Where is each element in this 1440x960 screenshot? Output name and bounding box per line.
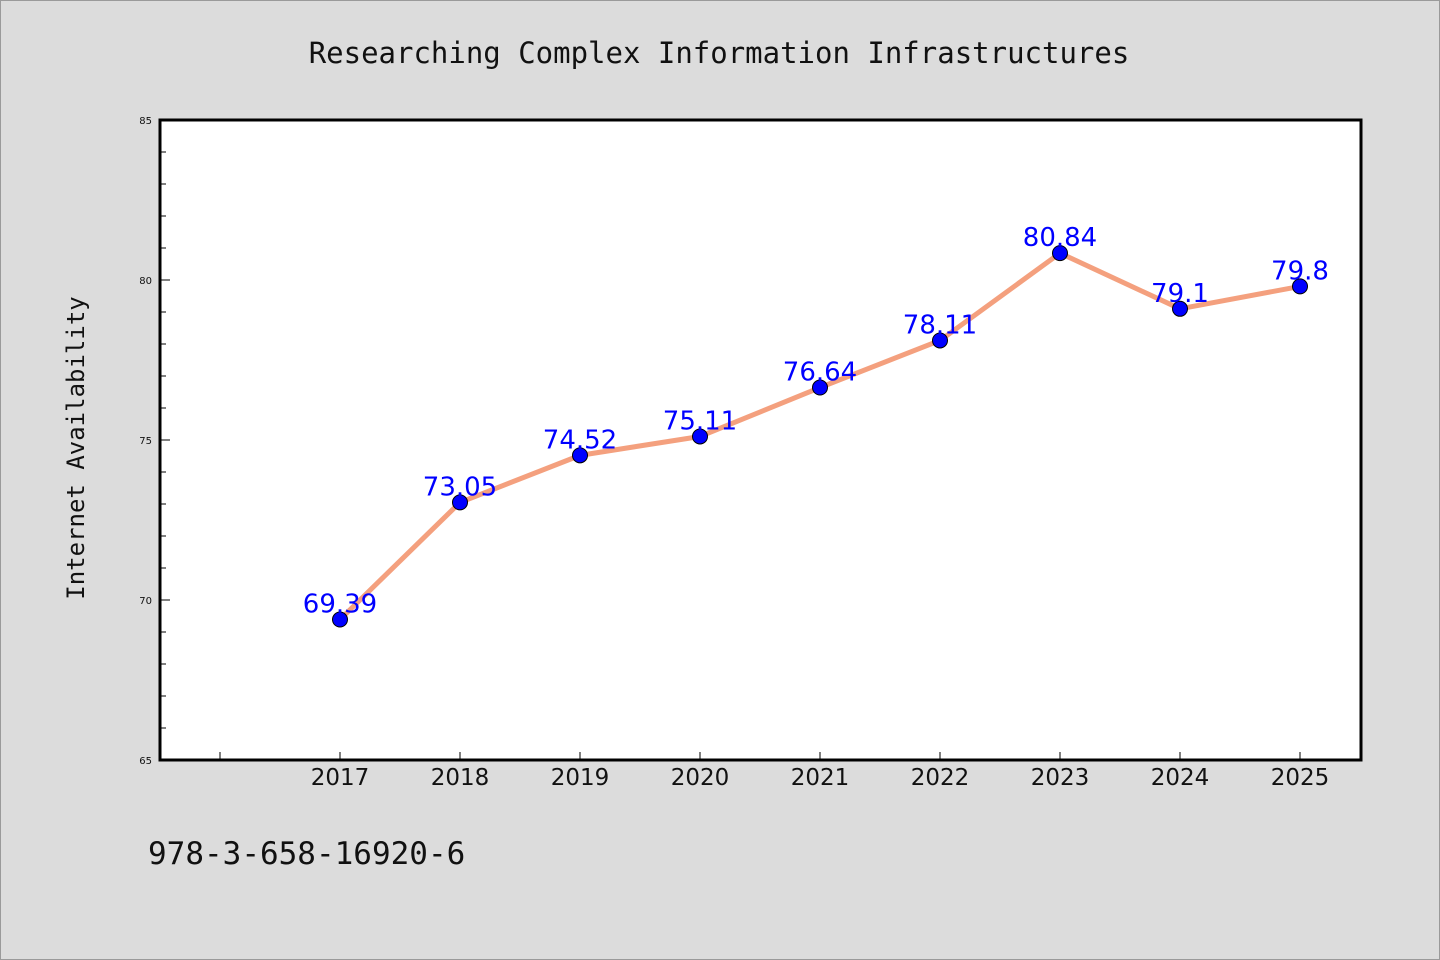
chart-title: Researching Complex Information Infrastr… bbox=[309, 36, 1130, 70]
x-tick-label: 2019 bbox=[551, 765, 610, 791]
y-tick-label: 80 bbox=[139, 276, 152, 287]
x-tick-label: 2022 bbox=[911, 765, 970, 791]
data-point-marker bbox=[1292, 278, 1308, 295]
data-point-marker bbox=[692, 428, 708, 445]
x-tick-label: 2025 bbox=[1271, 765, 1330, 791]
data-label: 74.52 bbox=[543, 425, 617, 455]
data-point-marker bbox=[572, 447, 588, 464]
data-point-marker bbox=[932, 332, 948, 349]
x-tick-label: 2018 bbox=[431, 765, 490, 791]
data-label: 75.11 bbox=[663, 406, 737, 436]
data-label: 73.05 bbox=[423, 472, 497, 502]
data-label-layer: 69.39 73.05 74.52 75.11 76.64 78.11 80.84 79.1 7… bbox=[303, 223, 1329, 619]
y-tick-label: 70 bbox=[139, 596, 152, 607]
data-label: 78.11 bbox=[903, 310, 977, 340]
y-axis-label: Internet Availability bbox=[62, 296, 90, 599]
x-tick-label: 2024 bbox=[1151, 765, 1210, 791]
data-point-marker bbox=[812, 379, 828, 396]
data-point-marker bbox=[1052, 245, 1068, 262]
data-label: 79.1 bbox=[1151, 279, 1209, 309]
x-tick-label: 2020 bbox=[671, 765, 730, 791]
plot-area bbox=[158, 118, 1363, 762]
x-tick-label: 2023 bbox=[1031, 765, 1090, 791]
isbn-text: 978-3-658-16920-6 bbox=[148, 836, 465, 872]
data-point-marker bbox=[1172, 300, 1188, 317]
marker-layer bbox=[332, 245, 1308, 628]
y-tick-label: 85 bbox=[139, 116, 152, 127]
data-point-marker bbox=[452, 494, 468, 511]
y-tick-label: 65 bbox=[139, 756, 152, 767]
data-label: 79.8 bbox=[1271, 256, 1329, 286]
x-tick-label: 2021 bbox=[791, 765, 850, 791]
y-axis: 65 70 75 80 85 bbox=[139, 116, 170, 767]
data-label: 80.84 bbox=[1023, 223, 1097, 253]
x-tick-label: 2017 bbox=[311, 765, 370, 791]
data-point-marker bbox=[332, 611, 348, 628]
data-label: 69.39 bbox=[303, 590, 377, 620]
x-axis: 2017 2018 2019 2020 2021 2022 2023 2024 2025 bbox=[219, 752, 1330, 791]
y-tick-label: 75 bbox=[139, 436, 152, 447]
data-label: 76.64 bbox=[783, 358, 857, 388]
